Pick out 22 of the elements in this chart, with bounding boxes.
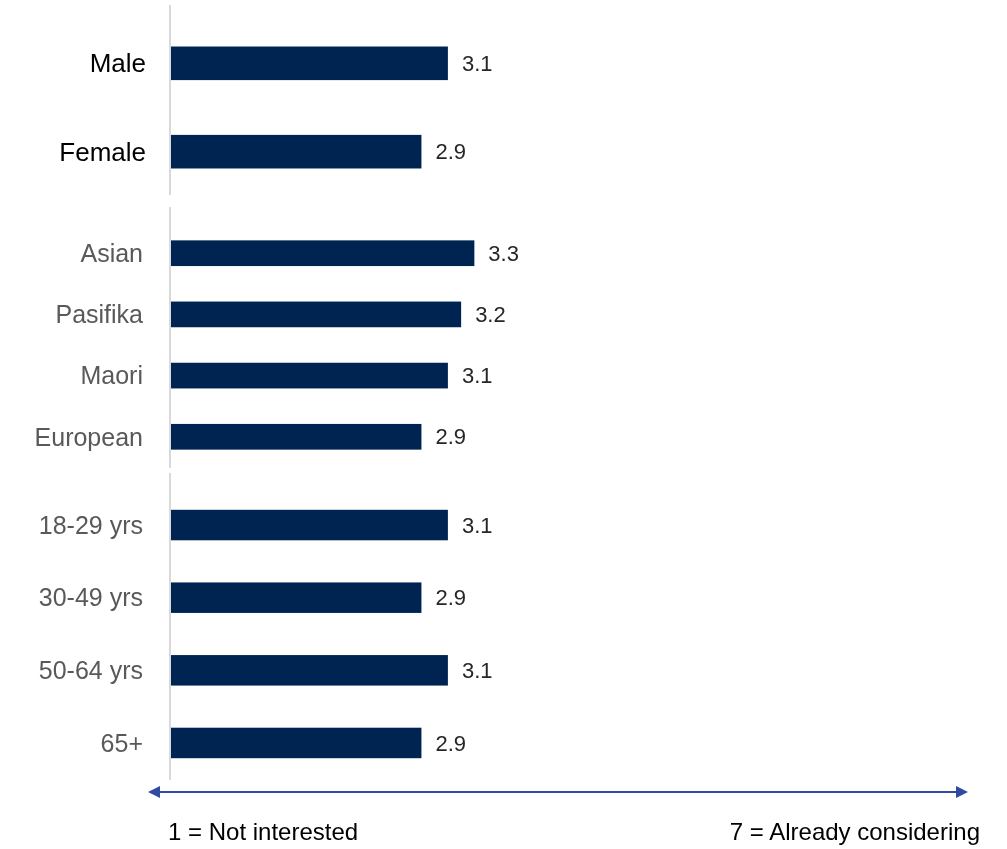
text: 1 = Not interested	[168, 818, 359, 845]
data-label: 2.9	[435, 139, 467, 165]
data-label: 3.1	[461, 51, 493, 77]
data-label: 3.1	[461, 512, 493, 538]
data-label: 3.1	[461, 658, 493, 684]
data-label: 2.9	[435, 730, 467, 756]
y-tick-label: Female	[59, 136, 146, 167]
data-label: 3.3	[488, 240, 519, 266]
data-label: 2.9	[435, 585, 467, 611]
y-tick-label: 30-49 yrs	[38, 583, 143, 612]
text: 7 = Already considering	[729, 818, 980, 845]
y-tick-label: 65+	[100, 728, 143, 757]
data-label: 2.9	[435, 424, 467, 450]
y-tick-label: Asian	[80, 238, 143, 267]
y-tick-label: European	[34, 422, 143, 451]
y-tick-label: Pasifika	[55, 300, 144, 329]
y-tick-label: Male	[89, 48, 146, 79]
data-label: 3.1	[461, 363, 493, 389]
y-tick-label: 18-29 yrs	[38, 510, 143, 539]
data-label: 3.2	[475, 302, 506, 328]
y-tick-label: 50-64 yrs	[38, 656, 143, 685]
y-tick-label: Maori	[80, 361, 143, 390]
